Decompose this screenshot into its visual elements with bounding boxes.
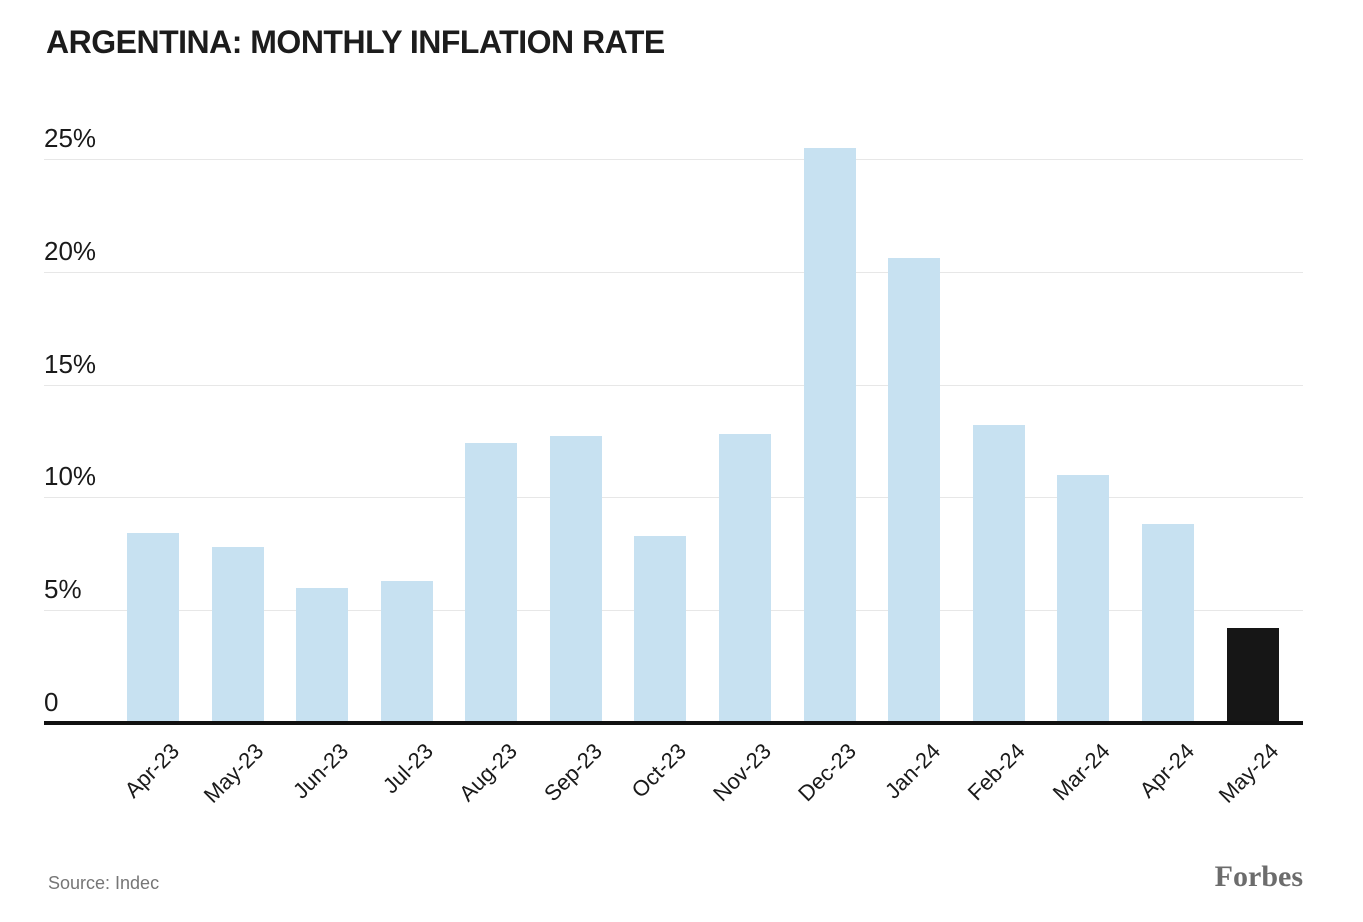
bar-Jan-24 — [888, 258, 941, 723]
x-tick-label: Jan-24 — [879, 738, 946, 804]
source-note: Source: Indec — [48, 873, 160, 893]
bar-May-23 — [211, 547, 264, 723]
x-axis-line — [44, 721, 1303, 725]
y-tick-label: 25% — [44, 123, 97, 153]
x-tick-label: Dec-23 — [792, 738, 861, 807]
bar-Dec-23 — [803, 147, 856, 723]
bar-Jun-23 — [296, 587, 349, 723]
x-tick-label: Apr-23 — [119, 738, 184, 803]
bar-Sep-23 — [549, 436, 602, 723]
x-tick-label: Jul-23 — [377, 738, 438, 799]
x-tick-label: Jun-23 — [287, 738, 354, 804]
bar-May-24 — [1226, 628, 1279, 723]
x-tick-label: Aug-23 — [454, 738, 523, 807]
y-tick-label: 0 — [44, 687, 59, 717]
x-tick-label: Feb-24 — [962, 738, 1030, 806]
gridline-10 — [44, 497, 1303, 499]
y-tick-label: 10% — [44, 461, 97, 492]
x-tick-label: Apr-24 — [1134, 738, 1199, 803]
forbes-logo: Forbes — [1214, 860, 1303, 893]
bar-Apr-24 — [1141, 524, 1194, 723]
x-tick-label: May-23 — [198, 738, 269, 808]
x-tick-label: May-24 — [1213, 738, 1284, 808]
y-tick-label: 20% — [44, 235, 97, 266]
y-tick-label: 5% — [44, 574, 82, 605]
bar-Nov-23 — [719, 434, 772, 723]
bar-Aug-23 — [465, 443, 518, 723]
bar-Apr-23 — [127, 533, 179, 723]
chart-title: ARGENTINA: MONTHLY INFLATION RATE — [46, 24, 665, 60]
bar-Mar-24 — [1057, 474, 1110, 723]
x-tick-label: Oct-23 — [627, 738, 692, 803]
gridline-20 — [44, 271, 1303, 273]
x-tick-label: Sep-23 — [539, 738, 607, 807]
x-tick-label: Nov-23 — [708, 738, 777, 807]
bar-Feb-24 — [972, 425, 1025, 723]
gridline-25 — [44, 159, 1303, 160]
gridline-15 — [44, 384, 1303, 386]
bar-Oct-23 — [634, 535, 687, 723]
y-tick-label: 15% — [44, 348, 97, 379]
bar-Jul-23 — [380, 580, 433, 723]
x-tick-label: Mar-24 — [1047, 738, 1115, 806]
